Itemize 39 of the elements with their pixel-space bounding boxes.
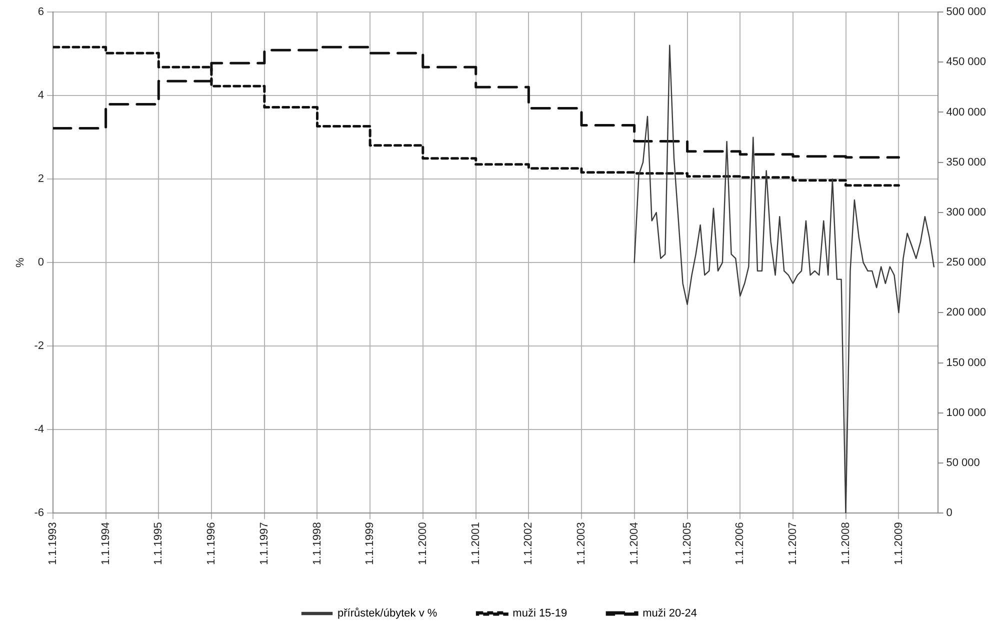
x-tick-label: 1.1.2006 [734,522,746,566]
y-tick-label: 0 [38,256,44,269]
y-axis-title: % [14,257,27,268]
x-tick-label: 1.1.2000 [416,522,429,566]
y2-tick-label: 400 000 [946,106,986,118]
y-tick-label: -4 [34,424,44,436]
x-tick-label: 1.1.2003 [576,522,588,566]
y2-tick-label: 100 000 [946,406,986,419]
y-tick-label: 4 [38,90,44,102]
x-tick-label: 1.1.1999 [364,522,376,566]
x-tick-label: 1.1.1993 [47,522,60,566]
y-tick-label: -6 [34,507,44,520]
y2-tick-label: 150 000 [946,356,986,369]
y2-tick-label: 450 000 [946,56,986,68]
y2-tick-label: 200 000 [946,306,986,319]
y2-tick-label: 0 [946,507,952,520]
y2-tick-label: 250 000 [946,256,986,269]
x-tick-label: 1.1.2007 [786,522,799,566]
y2-tick-label: 500 000 [946,6,986,18]
legend-label: muži 20-24 [642,608,697,620]
legend-label: přírůstek/úbytek v % [338,608,438,620]
y2-tick-label: 300 000 [946,206,986,219]
x-tick-label: 1.1.1996 [205,522,218,566]
y2-tick-label: 350 000 [946,156,986,168]
y2-tick-label: 50 000 [946,457,980,470]
x-tick-label: 1.1.1997 [258,522,270,566]
legend-label: muži 15-19 [512,608,568,620]
x-tick-label: 1.1.1995 [152,522,165,566]
y-tick-label: 2 [38,173,44,186]
x-tick-label: 1.1.1998 [311,522,324,566]
y-tick-label: 6 [38,6,44,18]
y-tick-label: -2 [34,340,44,352]
x-tick-label: 1.1.1994 [100,522,112,566]
x-tick-label: 1.1.2009 [892,522,905,566]
x-tick-label: 1.1.2002 [522,522,535,566]
x-tick-label: 1.1.2008 [840,522,852,566]
x-tick-label: 1.1.2001 [470,522,482,566]
x-tick-label: 1.1.2005 [681,522,694,566]
x-tick-label: 1.1.2004 [628,522,640,566]
